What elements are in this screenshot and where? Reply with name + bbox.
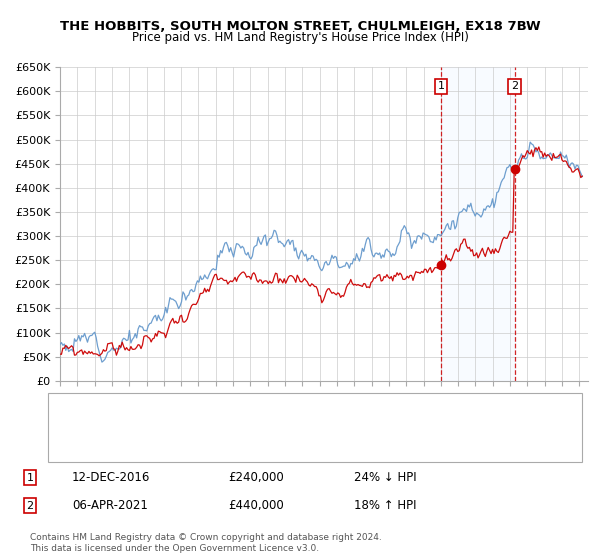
Text: THE HOBBITS, SOUTH MOLTON STREET, CHULMLEIGH, EX18 7BW: THE HOBBITS, SOUTH MOLTON STREET, CHULML…	[59, 20, 541, 32]
Text: ─────: ─────	[57, 398, 95, 411]
Text: HPI: Average price, detached house, North Devon: HPI: Average price, detached house, Nort…	[93, 443, 352, 453]
Text: £240,000: £240,000	[228, 471, 284, 484]
Text: Contains HM Land Registry data © Crown copyright and database right 2024.
This d: Contains HM Land Registry data © Crown c…	[30, 533, 382, 553]
Text: 1: 1	[437, 82, 445, 91]
Bar	[441, 67, 515, 381]
Text: 18% ↑ HPI: 18% ↑ HPI	[354, 499, 416, 512]
Text: 2: 2	[26, 501, 34, 511]
Text: 1: 1	[26, 473, 34, 483]
Text: THE HOBBITS, SOUTH MOLTON STREET, CHULMLEIGH, EX18 7BW (detached house): THE HOBBITS, SOUTH MOLTON STREET, CHULML…	[93, 399, 526, 409]
Text: 12-DEC-2016: 12-DEC-2016	[72, 471, 151, 484]
Text: Price paid vs. HM Land Registry's House Price Index (HPI): Price paid vs. HM Land Registry's House …	[131, 31, 469, 44]
Text: £440,000: £440,000	[228, 499, 284, 512]
Text: 24% ↓ HPI: 24% ↓ HPI	[354, 471, 416, 484]
Text: 06-APR-2021: 06-APR-2021	[72, 499, 148, 512]
Text: 2: 2	[511, 82, 518, 91]
Text: ─────: ─────	[57, 441, 95, 455]
